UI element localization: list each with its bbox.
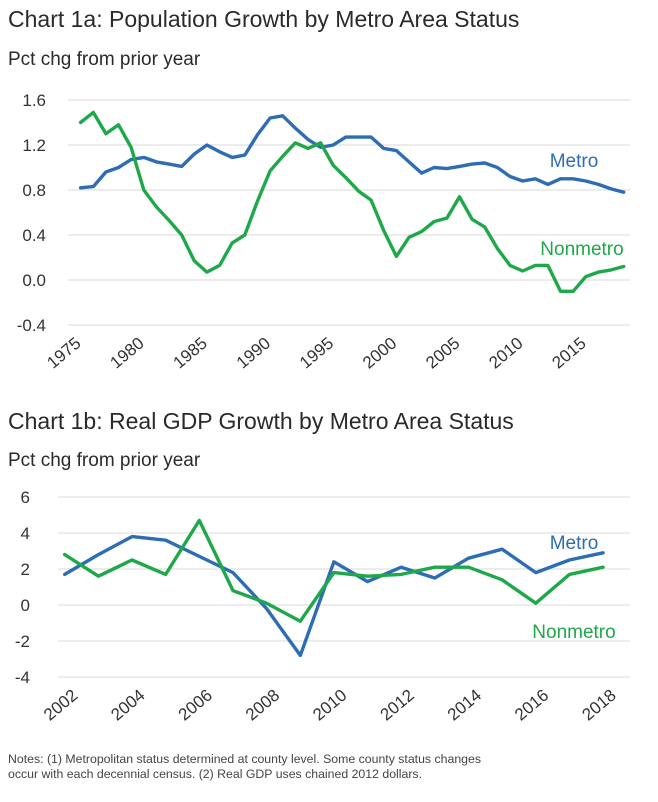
chart-1a-series-metro-line xyxy=(78,114,626,194)
chart-1b-ytick-label: 4 xyxy=(21,524,30,543)
chart-1a-title: Chart 1a: Population Growth by Metro Are… xyxy=(8,6,520,32)
chart-1b-ylabel: Pct chg from prior year xyxy=(8,450,201,471)
chart-1a-ytick-label: -0.4 xyxy=(17,316,46,335)
chart-1b-series-metro-label: Metro xyxy=(550,533,599,554)
chart-1a-series-nonmetro-line xyxy=(78,110,626,293)
chart-1b-xtick-label: 2002 xyxy=(40,686,81,725)
notes-line-1: Notes: (1) Metropolitan status determine… xyxy=(8,752,481,766)
chart-1b-xtick-label: 2004 xyxy=(107,686,148,725)
chart-1b-title: Chart 1b: Real GDP Growth by Metro Area … xyxy=(8,408,514,434)
chart-1b-ytick-label: -4 xyxy=(15,668,30,687)
chart-1b-xtick-label: 2014 xyxy=(444,686,485,725)
chart-1b-ytick-label: 2 xyxy=(21,560,30,579)
chart-1b-plot: 6 4 2 0 -2 -4 2002 2004 2006 2008 2010 2012 2014 2016… xyxy=(15,488,630,725)
chart-1a-ytick-label: 1.6 xyxy=(22,91,46,110)
chart-1a-ylabel: Pct chg from prior year xyxy=(8,49,201,70)
notes: Notes: (1) Metropolitan status determine… xyxy=(8,752,648,782)
chart-1a-ytick-label: 0.0 xyxy=(22,271,46,290)
chart-1b-series-nonmetro-line xyxy=(62,518,605,623)
chart-1b-ytick-label: 6 xyxy=(21,488,30,507)
chart-1b-series-nonmetro-label: Nonmetro xyxy=(532,622,615,643)
notes-line-2: occur with each decennial census. (2) Re… xyxy=(8,767,422,781)
chart-1b-xtick-label: 2010 xyxy=(309,686,350,725)
chart-1b-xtick-label: 2018 xyxy=(578,686,619,725)
chart-1a-ytick-label: 1.2 xyxy=(22,136,46,155)
chart-1b-series-metro-line xyxy=(62,534,605,658)
chart-1b-ytick-label: 0 xyxy=(21,596,30,615)
chart-1b-xtick-label: 2006 xyxy=(175,686,216,725)
chart-1b-xtick-label: 2016 xyxy=(511,686,552,725)
chart-1a-ytick-label: 0.4 xyxy=(22,226,46,245)
chart-1b-ytick-label: -2 xyxy=(15,632,30,651)
chart-1b-xtick-label: 2012 xyxy=(377,686,418,725)
chart-1a-series-metro-label: Metro xyxy=(550,151,599,172)
chart-1a-series-nonmetro-label: Nonmetro xyxy=(540,239,623,260)
chart-1b-xtick-label: 2008 xyxy=(242,686,283,725)
chart-1a-ytick-label: 0.8 xyxy=(22,181,46,200)
